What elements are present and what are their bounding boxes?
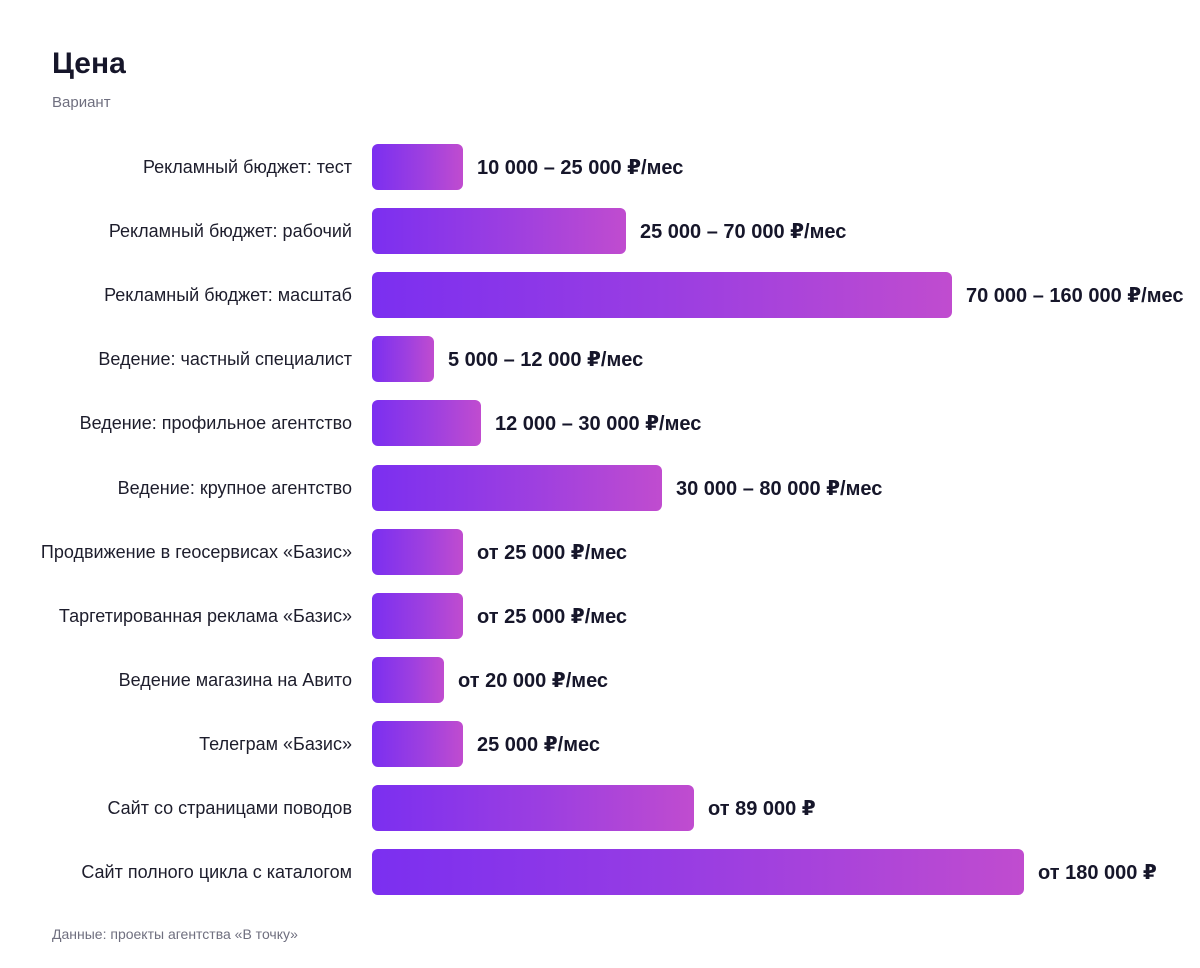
chart-row: Рекламный бюджет: рабочий 25 000 – 70 000… (0, 208, 1200, 254)
chart-row: Ведение магазина на Авито от 20 000 ₽/мес (0, 657, 1200, 703)
value-label: 25 000 – 70 000 ₽/мес (640, 220, 847, 243)
value-label: 5 000 – 12 000 ₽/мес (448, 348, 644, 371)
category-label: Ведение: крупное агентство (117, 478, 352, 498)
category-label: Телеграм «Базис» (199, 734, 352, 754)
category-label: Ведение: профильное агентство (79, 413, 352, 433)
category-label: Рекламный бюджет: масштаб (104, 285, 352, 305)
bar (372, 657, 444, 703)
category-label: Ведение магазина на Авито (118, 670, 352, 690)
bar (372, 593, 463, 639)
bar (372, 336, 434, 382)
value-label: от 25 000 ₽/мес (477, 541, 628, 564)
chart-title: Цена (52, 47, 126, 80)
category-label: Таргетированная реклама «Базис» (58, 606, 352, 626)
bar (372, 465, 662, 511)
bar (372, 721, 463, 767)
value-label: 10 000 – 25 000 ₽/мес (477, 156, 684, 179)
chart-row: Таргетированная реклама «Базис» от 25 000… (0, 593, 1200, 639)
chart-row: Сайт полного цикла с каталогом от 180 000… (0, 849, 1200, 895)
chart-row: Ведение: профильное агентство 12 000 – 30… (0, 400, 1200, 446)
value-label: 25 000 ₽/мес (477, 733, 600, 756)
category-label: Сайт полного цикла с каталогом (81, 862, 352, 882)
chart-row: Сайт со страницами поводов от 89 000 ₽ (0, 785, 1200, 831)
chart-row: Ведение: частный специалист 5 000 – 12 00… (0, 336, 1200, 382)
bar (372, 400, 481, 446)
category-label: Ведение: частный специалист (98, 349, 352, 369)
bar (372, 272, 952, 318)
chart-row: Продвижение в геосервисах «Базис» от 25 0… (0, 529, 1200, 575)
value-label: от 20 000 ₽/мес (458, 669, 609, 692)
value-label: 30 000 – 80 000 ₽/мес (676, 477, 883, 500)
bar (372, 785, 694, 831)
category-label: Рекламный бюджет: тест (142, 157, 352, 177)
category-label: Рекламный бюджет: рабочий (108, 221, 352, 241)
value-label: 12 000 – 30 000 ₽/мес (495, 412, 702, 435)
value-label: 70 000 – 160 000 ₽/мес (966, 284, 1184, 307)
value-label: от 25 000 ₽/мес (477, 605, 628, 628)
chart-row: Ведение: крупное агентство 30 000 – 80 00… (0, 465, 1200, 511)
bar (372, 208, 626, 254)
bar (372, 529, 463, 575)
chart-row: Рекламный бюджет: тест 10 000 – 25 000 ₽/… (0, 144, 1200, 190)
category-label: Сайт со страницами поводов (107, 798, 352, 818)
chart-row: Рекламный бюджет: масштаб 70 000 – 160 00… (0, 272, 1200, 318)
category-label: Продвижение в геосервисах «Базис» (40, 542, 352, 562)
bar (372, 144, 463, 190)
value-label: от 89 000 ₽ (708, 797, 816, 820)
value-label: от 180 000 ₽ (1038, 861, 1157, 884)
chart-subtitle: Вариант (52, 94, 111, 111)
bar (372, 849, 1024, 895)
data-source-note: Данные: проекты агентства «В точку» (52, 926, 298, 942)
chart-row: Телеграм «Базис» 25 000 ₽/мес (0, 721, 1200, 767)
